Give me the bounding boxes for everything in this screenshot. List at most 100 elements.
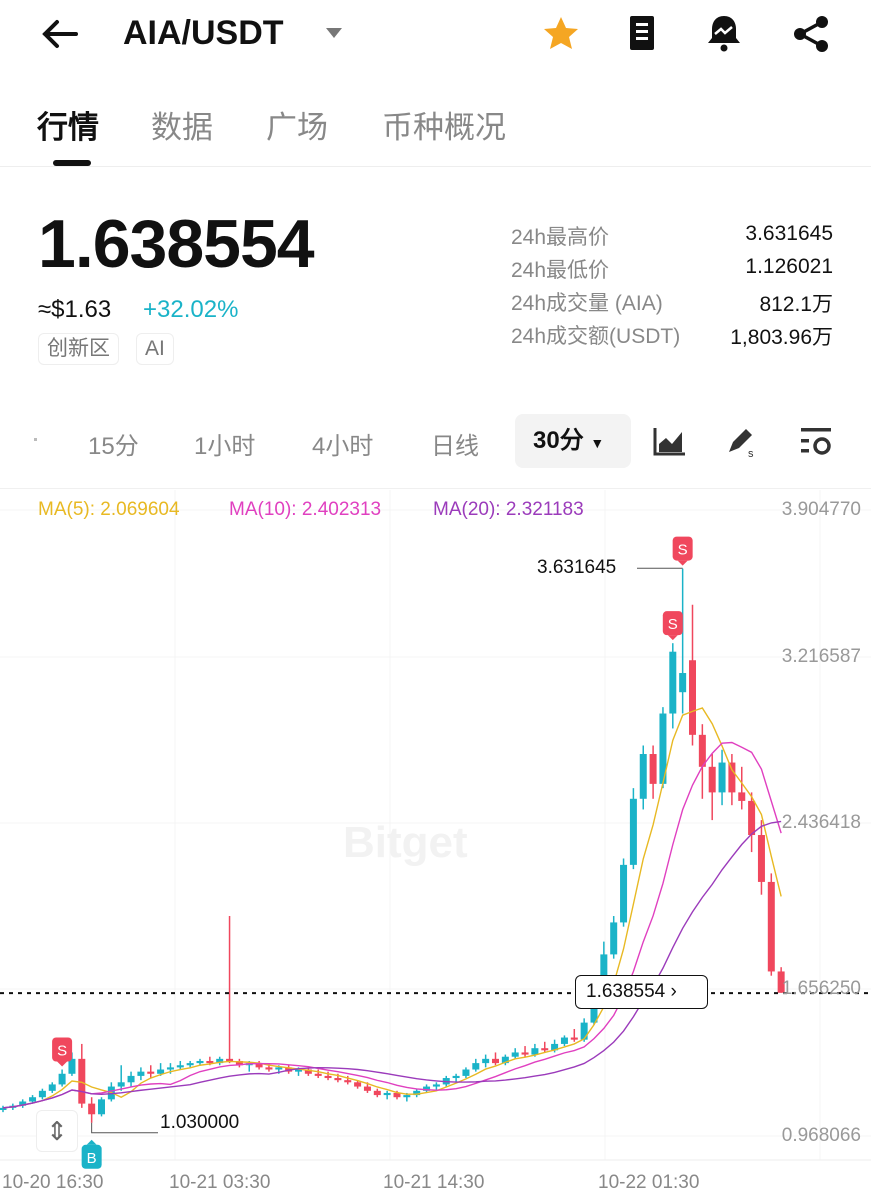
candle-body	[98, 1099, 105, 1115]
candle-body	[432, 1084, 440, 1087]
candle-body	[186, 1063, 194, 1066]
back-arrow-icon[interactable]	[40, 18, 80, 50]
candle-body	[708, 766, 716, 793]
candle-body	[777, 971, 785, 993]
share-icon[interactable]	[792, 15, 830, 53]
candle-body	[472, 1063, 480, 1070]
scroll-hint	[34, 438, 37, 441]
low-leader-line	[91, 1122, 158, 1134]
stat-label: 24h成交额(USDT)	[511, 325, 681, 348]
tag-innovation[interactable]: 创新区	[38, 333, 119, 365]
sell-marker[interactable]: S	[672, 536, 693, 566]
candle-body	[413, 1090, 421, 1096]
candle-body	[19, 1101, 27, 1106]
tab-data[interactable]: 数据	[151, 110, 213, 145]
scale-toggle-button[interactable]: ⇕	[36, 1110, 78, 1152]
stat-label: 24h最低价	[511, 259, 610, 282]
stat-label: 24h成交量 (AIA)	[511, 292, 663, 315]
chart-type-icon[interactable]	[653, 428, 685, 456]
candle-body	[482, 1058, 490, 1064]
candle-body	[689, 660, 696, 735]
stat-label: 24h最高价	[511, 226, 610, 249]
interval-15m[interactable]: 15分	[88, 433, 139, 460]
candle-body	[176, 1065, 184, 1068]
candle-body	[363, 1086, 371, 1091]
y-tick: 2.436418	[781, 812, 861, 833]
y-tick: 1.656250	[781, 978, 861, 999]
x-tick: 10-22 01:30	[598, 1172, 700, 1193]
candle-body	[48, 1084, 56, 1091]
last-price: 1.638554	[38, 206, 315, 282]
y-tick: 3.216587	[781, 646, 861, 667]
svg-text:S: S	[678, 542, 688, 559]
watermark-logo: Bitget	[343, 818, 468, 867]
high-annotation: 3.631645	[537, 557, 617, 578]
indicator-settings-icon[interactable]	[801, 428, 833, 456]
candle-body	[620, 864, 628, 923]
buy-marker[interactable]: B	[81, 1139, 102, 1169]
candle-body	[88, 1103, 96, 1115]
candle-body	[669, 651, 677, 714]
dropdown-triangle-icon[interactable]	[326, 28, 342, 38]
candle-body	[373, 1090, 381, 1096]
stat-value: 3.631645	[745, 222, 833, 245]
candle-body	[127, 1075, 135, 1083]
svg-text:S: S	[668, 616, 678, 633]
price-change: +32.02%	[143, 296, 239, 323]
candle-body	[659, 713, 667, 784]
candlestick-chart[interactable]: S B S S	[0, 490, 871, 1200]
candle-body	[560, 1037, 568, 1044]
drawing-tool-icon[interactable]: s	[726, 426, 758, 458]
candle-body	[275, 1067, 283, 1070]
candle-body	[462, 1069, 470, 1076]
tag-ai[interactable]: AI	[136, 333, 174, 365]
sell-marker[interactable]: S	[52, 1037, 73, 1067]
interval-4h[interactable]: 4小时	[312, 433, 374, 460]
svg-text:B: B	[87, 1150, 97, 1167]
x-tick: 10-20 16:30	[2, 1172, 104, 1193]
candle-body	[580, 1022, 588, 1040]
stat-value: 1,803.96万	[730, 326, 833, 349]
candle-body	[304, 1069, 312, 1074]
low-annotation: 1.030000	[160, 1112, 240, 1133]
candle-body	[531, 1048, 539, 1055]
candle-body	[196, 1060, 204, 1064]
tab-overview[interactable]: 币种概况	[382, 110, 506, 145]
candle-body	[78, 1058, 86, 1104]
interval-1d[interactable]: 日线	[431, 433, 479, 460]
candle-body	[216, 1058, 224, 1064]
tab-market[interactable]: 行情	[37, 110, 99, 145]
candle-body	[255, 1063, 263, 1068]
candle-body	[137, 1071, 145, 1076]
alert-bell-icon[interactable]	[706, 14, 742, 52]
star-icon[interactable]	[543, 16, 579, 50]
ma20-label: MA(20): 2.321183	[433, 499, 584, 520]
candle-body	[58, 1073, 66, 1085]
ma5-label: MA(5): 2.069604	[38, 499, 180, 520]
candle-body	[383, 1092, 391, 1096]
candle-body	[541, 1048, 549, 1051]
candle-body	[393, 1092, 401, 1098]
y-tick: 3.904770	[781, 499, 861, 520]
candle-body	[629, 798, 637, 865]
caret-down-icon: ▼	[590, 435, 605, 451]
stat-value: 812.1万	[759, 293, 833, 316]
pair-title[interactable]: AIA/USDT	[123, 14, 284, 52]
candle-body	[452, 1075, 460, 1079]
usd-price: ≈$1.63	[38, 296, 112, 323]
ma10-line	[2, 741, 782, 1109]
interval-selector[interactable]: 30分 ▼	[515, 414, 631, 468]
current-price-tag[interactable]: 1.638554 ›	[575, 975, 708, 1009]
interval-1h[interactable]: 1小时	[194, 433, 256, 460]
divider	[0, 488, 871, 489]
sell-marker[interactable]: S	[662, 611, 683, 641]
candle-body	[265, 1067, 273, 1070]
divider	[0, 166, 871, 167]
candle-body	[698, 734, 706, 767]
chevron-right-icon: ›	[670, 981, 677, 1002]
tab-square[interactable]: 广场	[266, 110, 328, 145]
x-tick: 10-21 14:30	[383, 1172, 485, 1193]
candle-body	[334, 1078, 342, 1081]
y-tick: 0.968066	[781, 1125, 861, 1146]
book-icon[interactable]	[627, 14, 657, 52]
